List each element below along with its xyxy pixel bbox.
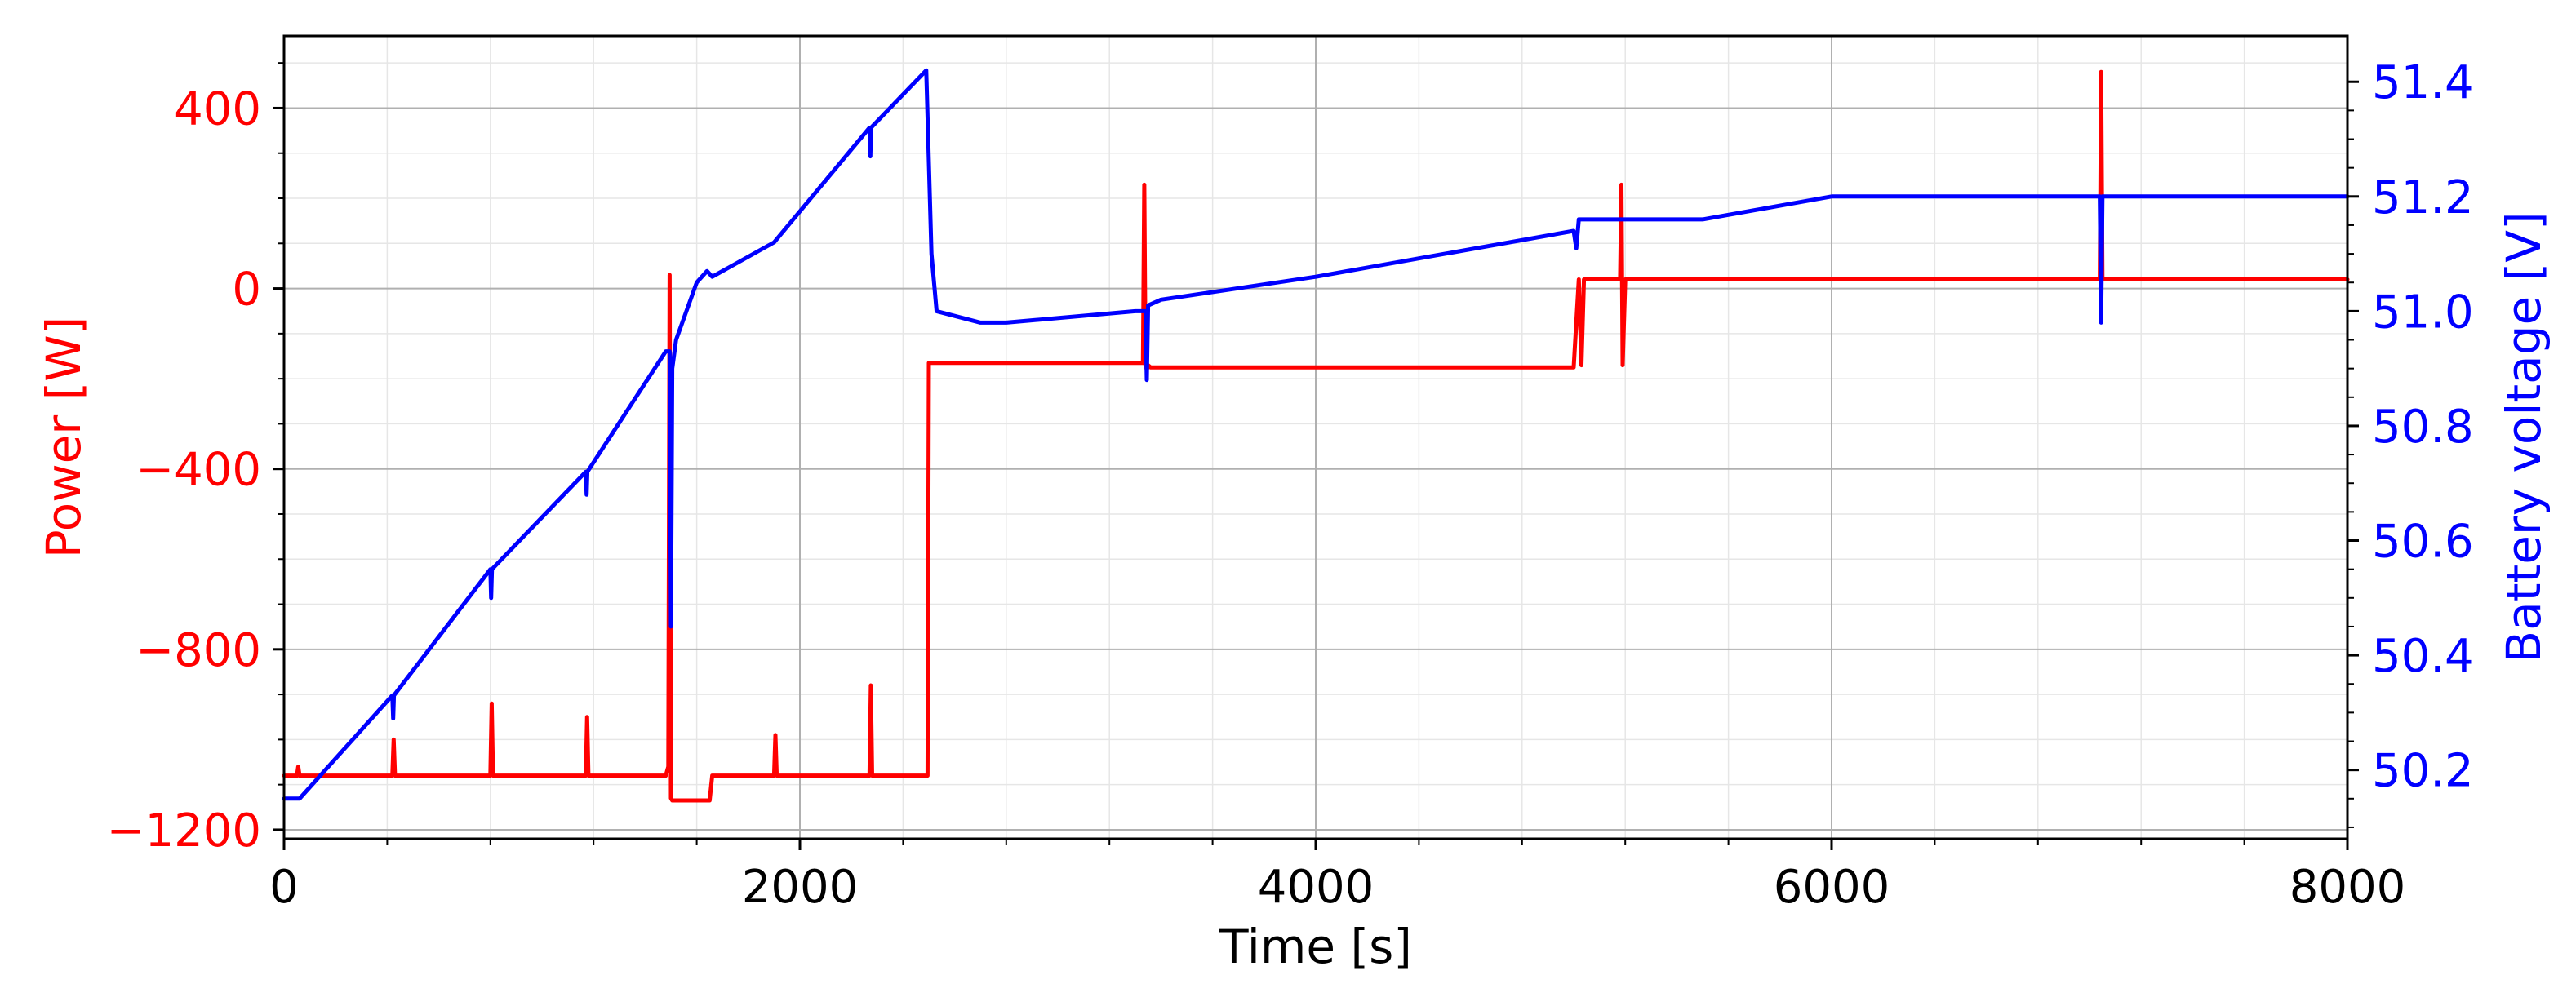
x-axis: 0 2000 4000 6000 8000 (269, 839, 2405, 914)
power-series-line (282, 69, 2350, 803)
right-y-axis: 51.4 51.2 51.0 50.8 50.6 50.4 50.2 (2347, 56, 2474, 828)
x-tick-label: 6000 (1774, 861, 1890, 914)
major-grid (283, 36, 2348, 839)
x-tick-label: 0 (269, 861, 299, 914)
series-layer (282, 68, 2350, 803)
right-y-tick-label: 51.4 (2372, 56, 2474, 109)
left-y-tick-label: −800 (135, 624, 261, 677)
right-y-tick-label: 50.6 (2372, 516, 2474, 569)
left-y-tick-label: −400 (135, 444, 261, 497)
left-y-tick-label: 0 (232, 264, 261, 317)
left-y-tick-label: −1200 (107, 804, 261, 858)
right-y-tick-label: 50.8 (2372, 401, 2474, 454)
right-y-tick-label: 51.2 (2372, 171, 2474, 224)
right-y-tick-label: 50.4 (2372, 630, 2474, 683)
voltage-series-line (282, 68, 2350, 801)
x-tick-label: 2000 (742, 861, 859, 914)
left-y-tick-label: 400 (174, 82, 261, 135)
x-tick-label: 4000 (1258, 861, 1375, 914)
right-y-tick-label: 50.2 (2372, 745, 2474, 798)
right-y-tick-label: 51.0 (2372, 286, 2474, 339)
left-y-axis-label: Power [W] (36, 317, 91, 558)
x-axis-label: Time [s] (1219, 919, 1412, 974)
left-y-axis: 400 0 −400 −800 −1200 (107, 62, 284, 858)
x-tick-label: 8000 (2290, 861, 2406, 914)
right-y-axis-label: Battery voltage [V] (2496, 211, 2552, 663)
